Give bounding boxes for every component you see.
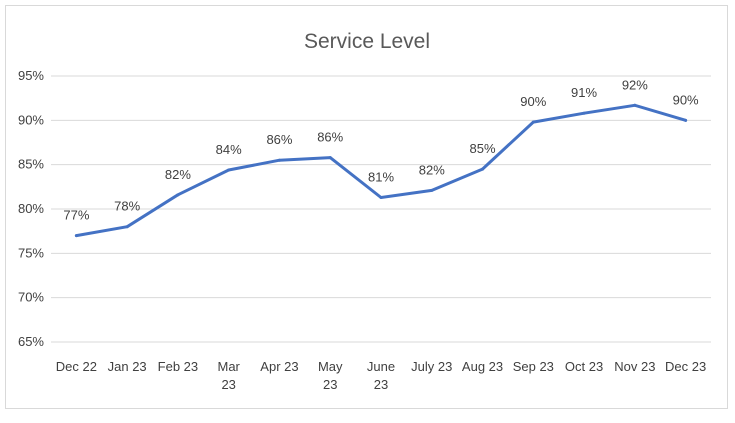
data-label: 82% [165, 167, 191, 182]
data-point [481, 167, 485, 171]
gridlines [51, 75, 711, 343]
y-tick-label: 75% [18, 245, 44, 260]
x-tick-label: Jan 23 [108, 359, 147, 374]
data-label: 82% [419, 162, 445, 177]
data-label: 85% [470, 141, 496, 156]
data-label: 78% [114, 199, 140, 214]
chart-title: Service Level [304, 30, 430, 53]
data-point [582, 111, 586, 115]
data-label: 90% [673, 92, 699, 107]
data-point [125, 225, 129, 229]
data-label: 86% [317, 130, 343, 145]
data-point [531, 120, 535, 124]
x-tick-label: May [318, 359, 343, 374]
x-tick-label: Nov 23 [614, 359, 655, 374]
x-tick-label: June [367, 359, 395, 374]
data-point [328, 156, 332, 160]
y-tick-label: 70% [18, 290, 44, 305]
x-tick-label: 23 [323, 377, 337, 392]
x-tick-label: 23 [374, 377, 388, 392]
service-level-chart: Service Level 65% 70% 75% 80% 85% 90% 95% Dec … [18, 30, 711, 392]
x-tick-label: Mar [217, 359, 240, 374]
data-point [277, 158, 281, 162]
x-tick-label: Apr 23 [260, 359, 298, 374]
series-layer [74, 103, 688, 238]
data-label: 81% [368, 169, 394, 184]
data-label: 92% [622, 77, 648, 92]
chart-frame: Service Level 65% 70% 75% 80% 85% 90% 95% Dec … [5, 5, 728, 409]
y-tick-label: 85% [18, 157, 44, 172]
x-tick-label: Dec 23 [665, 359, 706, 374]
x-axis-category-labels: Dec 22 Jan 23 Feb 23 Mar 23 Apr 23 May 23 June 23… [56, 359, 706, 392]
data-point [74, 234, 78, 238]
data-point [227, 168, 231, 172]
x-tick-label: Aug 23 [462, 359, 503, 374]
y-tick-label: 80% [18, 201, 44, 216]
x-tick-label: Sep 23 [513, 359, 554, 374]
y-tick-label: 90% [18, 112, 44, 127]
x-tick-label: Oct 23 [565, 359, 603, 374]
y-axis-tick-labels: 65% 70% 75% 80% 85% 90% 95% [18, 68, 44, 349]
data-labels: 77% 78% 82% 84% 86% 86% 81% 82% 85% 90% 91% 92% 90% [63, 77, 699, 222]
data-point [176, 193, 180, 197]
y-tick-label: 95% [18, 68, 44, 83]
data-label: 84% [216, 142, 242, 157]
data-point [684, 118, 688, 122]
data-point [430, 188, 434, 192]
data-label: 86% [266, 132, 292, 147]
data-point [633, 103, 637, 107]
data-label: 91% [571, 85, 597, 100]
x-tick-label: July 23 [411, 359, 452, 374]
data-point [379, 195, 383, 199]
y-tick-label: 65% [18, 334, 44, 349]
x-tick-label: Feb 23 [158, 359, 198, 374]
x-tick-label: 23 [221, 377, 235, 392]
x-tick-label: Dec 22 [56, 359, 97, 374]
data-label: 90% [520, 94, 546, 109]
data-label: 77% [63, 208, 89, 223]
